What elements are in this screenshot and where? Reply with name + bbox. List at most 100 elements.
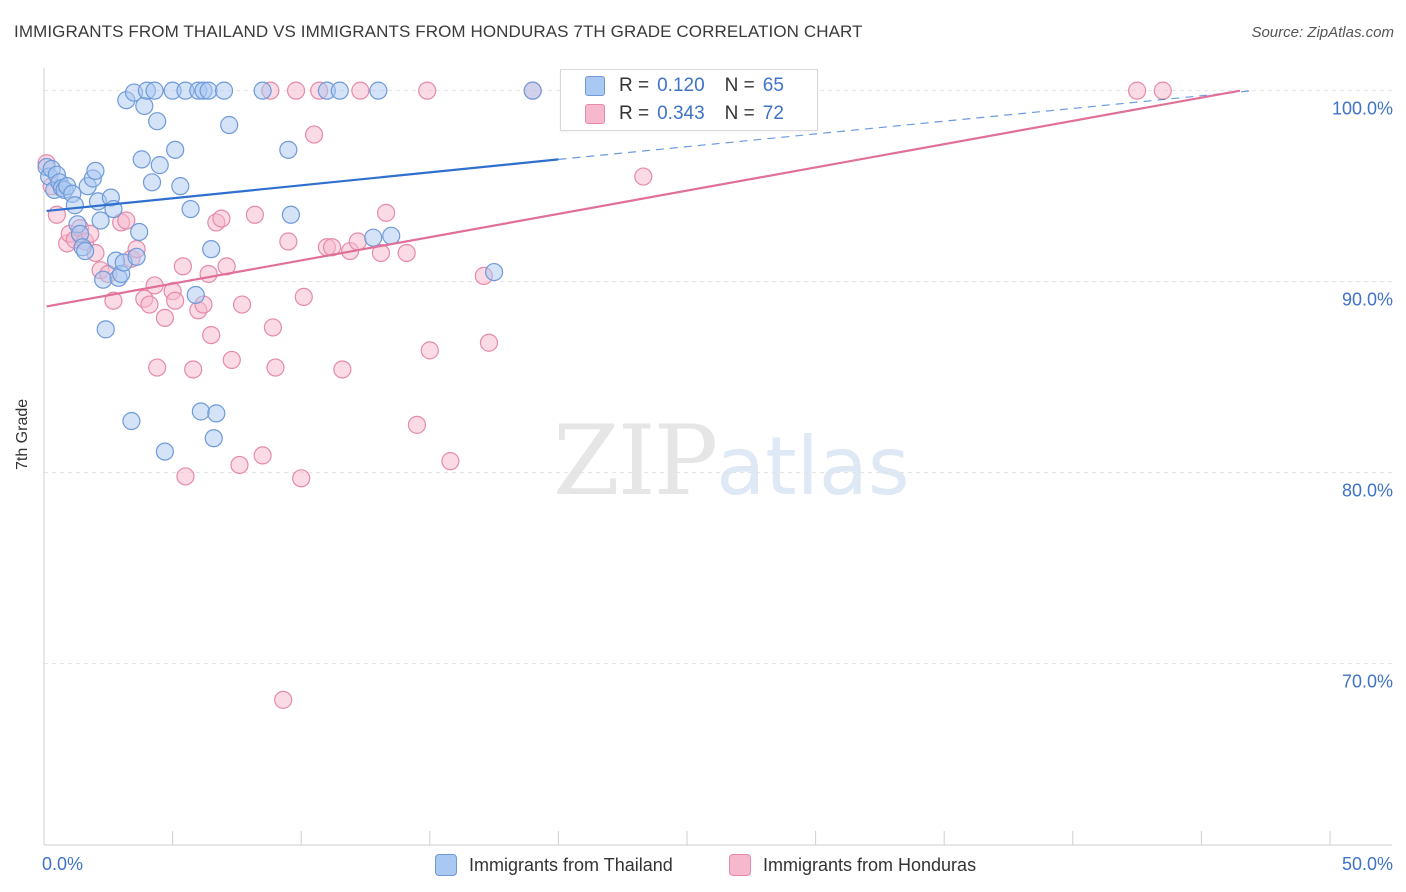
honduras-point bbox=[279, 232, 298, 251]
honduras-point bbox=[418, 81, 437, 100]
y-tick-label: 100.0% bbox=[1332, 99, 1393, 119]
honduras-point bbox=[222, 350, 241, 370]
honduras-point bbox=[184, 360, 203, 379]
honduras-point bbox=[173, 257, 192, 276]
n-label: N = bbox=[724, 75, 755, 96]
legend-row-honduras: R = 0.343 N = 72 bbox=[585, 101, 804, 127]
x-tick-label-min: 0.0% bbox=[42, 854, 83, 874]
honduras-point bbox=[351, 81, 370, 100]
thailand-point bbox=[204, 429, 223, 448]
thailand-point bbox=[330, 81, 349, 100]
honduras-point bbox=[1127, 81, 1147, 100]
honduras-point bbox=[230, 455, 249, 475]
honduras-point bbox=[253, 446, 272, 465]
thailand-point bbox=[166, 140, 185, 159]
honduras-swatch-icon bbox=[585, 104, 605, 124]
thailand-point bbox=[76, 241, 95, 261]
legend-label-honduras: Immigrants from Honduras bbox=[763, 854, 977, 875]
honduras-point bbox=[333, 360, 352, 379]
series-honduras-points bbox=[37, 81, 1172, 709]
honduras-legend-swatch-icon bbox=[729, 854, 751, 876]
honduras-point bbox=[140, 295, 159, 314]
thailand-trend-extension bbox=[558, 90, 1253, 160]
x-tick-label-max: 50.0% bbox=[1342, 854, 1393, 874]
honduras-point bbox=[634, 167, 653, 186]
thailand-point bbox=[65, 196, 84, 215]
thailand-legend-swatch-icon bbox=[435, 854, 457, 876]
honduras-point bbox=[292, 469, 311, 488]
thailand-point bbox=[127, 247, 146, 266]
thailand-point bbox=[364, 228, 383, 247]
honduras-point bbox=[1153, 81, 1172, 100]
y-tick-label: 90.0% bbox=[1342, 290, 1393, 310]
thailand-point bbox=[122, 411, 141, 431]
honduras-point bbox=[371, 243, 391, 263]
watermark: ZIPatlas bbox=[553, 405, 910, 517]
honduras-point bbox=[397, 243, 416, 263]
legend-item-thailand: Immigrants from Thailand bbox=[435, 852, 673, 878]
thailand-point bbox=[199, 81, 218, 100]
honduras-point bbox=[266, 358, 285, 377]
thailand-point bbox=[130, 222, 149, 242]
source-credit: Source: ZipAtlas.com bbox=[1251, 24, 1394, 41]
thailand-point bbox=[135, 96, 154, 116]
thailand-point bbox=[220, 115, 239, 135]
honduras-point bbox=[212, 209, 231, 228]
honduras-trend-line bbox=[46, 89, 1241, 308]
honduras-point bbox=[104, 291, 123, 310]
n-label: N = bbox=[724, 103, 755, 124]
gridlines bbox=[44, 90, 1392, 665]
honduras-point bbox=[117, 211, 136, 230]
honduras-point bbox=[202, 325, 221, 345]
y-axis-label: 7th Grade bbox=[14, 398, 31, 470]
honduras-point bbox=[176, 467, 195, 486]
thailand-point bbox=[202, 240, 221, 259]
r-label: R = bbox=[619, 103, 650, 124]
thailand-point bbox=[181, 199, 200, 219]
n-value: 65 bbox=[762, 75, 784, 96]
honduras-point bbox=[245, 205, 265, 224]
honduras-point bbox=[348, 232, 367, 251]
thailand-point bbox=[485, 262, 504, 282]
honduras-point bbox=[479, 333, 499, 352]
thailand-point bbox=[523, 81, 542, 100]
axes bbox=[43, 68, 1392, 846]
legend-item-honduras: Immigrants from Honduras bbox=[729, 852, 976, 878]
thailand-point bbox=[145, 81, 164, 100]
thailand-point bbox=[150, 156, 169, 175]
honduras-point bbox=[155, 308, 174, 328]
thailand-point bbox=[382, 226, 401, 245]
stats-legend: R = 0.120 N = 65 R = 0.343 N = 72 bbox=[560, 69, 818, 131]
thailand-point bbox=[191, 402, 210, 421]
thailand-point bbox=[369, 81, 388, 100]
thailand-point bbox=[155, 442, 174, 461]
honduras-point bbox=[376, 203, 396, 222]
y-tick-label: 80.0% bbox=[1342, 481, 1393, 501]
legend-row-thailand: R = 0.120 N = 65 bbox=[585, 73, 804, 99]
watermark-zip: ZIP bbox=[553, 405, 718, 517]
thailand-point bbox=[186, 285, 205, 305]
thailand-point bbox=[86, 161, 105, 180]
legend-label-thailand: Immigrants from Thailand bbox=[469, 854, 673, 875]
honduras-point bbox=[304, 125, 324, 144]
honduras-point bbox=[286, 81, 306, 100]
y-tick-label: 70.0% bbox=[1342, 672, 1393, 692]
thailand-point bbox=[279, 140, 298, 159]
r-value: 0.343 bbox=[657, 103, 705, 124]
honduras-point bbox=[441, 452, 460, 471]
thailand-point bbox=[207, 404, 226, 423]
series-thailand-points bbox=[37, 81, 542, 461]
honduras-point bbox=[407, 415, 427, 434]
thailand-point bbox=[171, 177, 190, 196]
thailand-point bbox=[94, 270, 113, 289]
thailand-trend-line bbox=[46, 158, 559, 213]
thailand-point bbox=[281, 205, 301, 224]
thailand-point bbox=[148, 112, 167, 131]
thailand-point bbox=[96, 320, 115, 339]
thailand-swatch-icon bbox=[585, 76, 605, 96]
chart-title: IMMIGRANTS FROM THAILAND VS IMMIGRANTS F… bbox=[14, 22, 863, 41]
thailand-point bbox=[132, 150, 151, 169]
trend-lines bbox=[46, 89, 1253, 308]
honduras-point bbox=[274, 690, 293, 709]
